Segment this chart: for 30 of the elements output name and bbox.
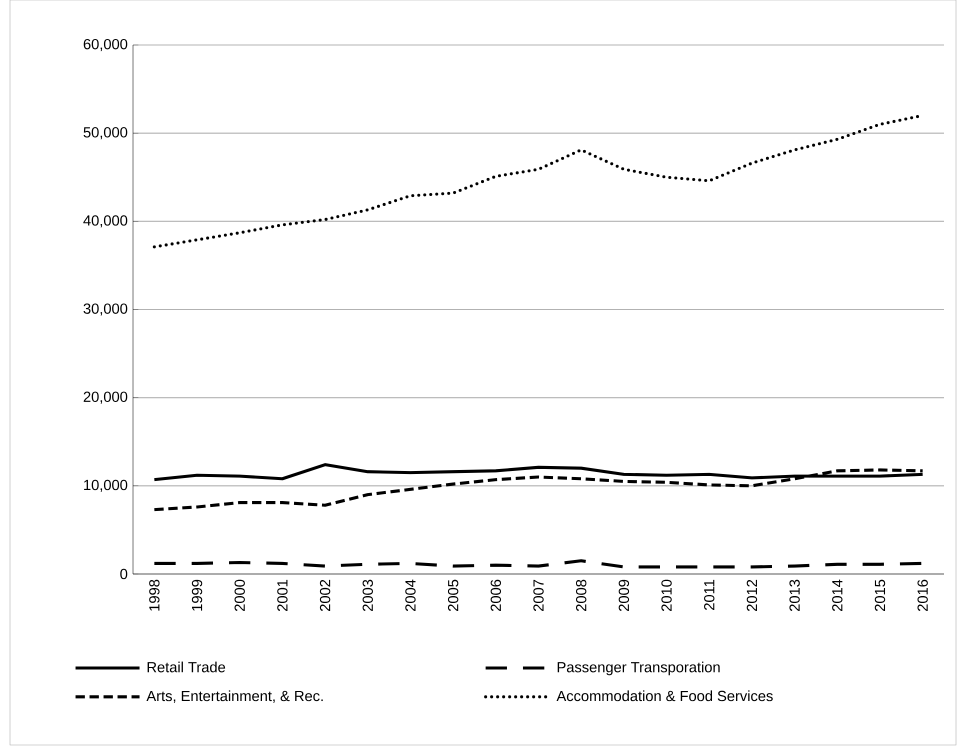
y-tick-label: 40,000 [83, 215, 128, 228]
y-tick-label: 0 [120, 568, 128, 580]
x-tick-label: 2016 [917, 580, 928, 612]
y-tick-label: 60,000 [84, 38, 128, 52]
x-tick-label: 2001 [277, 580, 288, 612]
legend-label: Retail Trade [148, 662, 226, 672]
x-tick-label: 2009 [618, 580, 630, 612]
x-tick-label: 2000 [234, 580, 245, 612]
x-tick-label: 1998 [149, 580, 160, 611]
x-tick-label: 2011 [704, 580, 714, 610]
x-tick-label: 2003 [362, 580, 373, 612]
x-tick-label: 1999 [192, 580, 202, 611]
x-tick-label: 2007 [533, 580, 544, 612]
y-tick-label: 20,000 [84, 392, 128, 404]
y-tick-label: 10,000 [84, 480, 128, 492]
y-tick-label: 50,000 [84, 127, 128, 140]
x-tick-label: 2013 [789, 580, 800, 612]
x-tick-label: 2008 [576, 580, 586, 612]
legend-label: Passenger Transporation [558, 662, 720, 676]
x-tick-label: 2012 [746, 580, 758, 612]
x-tick-label: 2002 [320, 580, 330, 612]
x-tick-label: 2005 [448, 580, 458, 612]
x-tick-label: 2006 [490, 580, 502, 612]
x-tick-label: 2010 [661, 580, 672, 612]
x-tick-label: 2014 [832, 580, 842, 612]
y-tick-label: 30,000 [84, 303, 128, 316]
x-tick-label: 2004 [405, 580, 416, 612]
legend-label: Accommodation & Food Services [556, 690, 773, 702]
legend-label: Arts, Entertainment, & Rec. [146, 690, 323, 703]
x-tick-label: 2015 [874, 580, 886, 612]
